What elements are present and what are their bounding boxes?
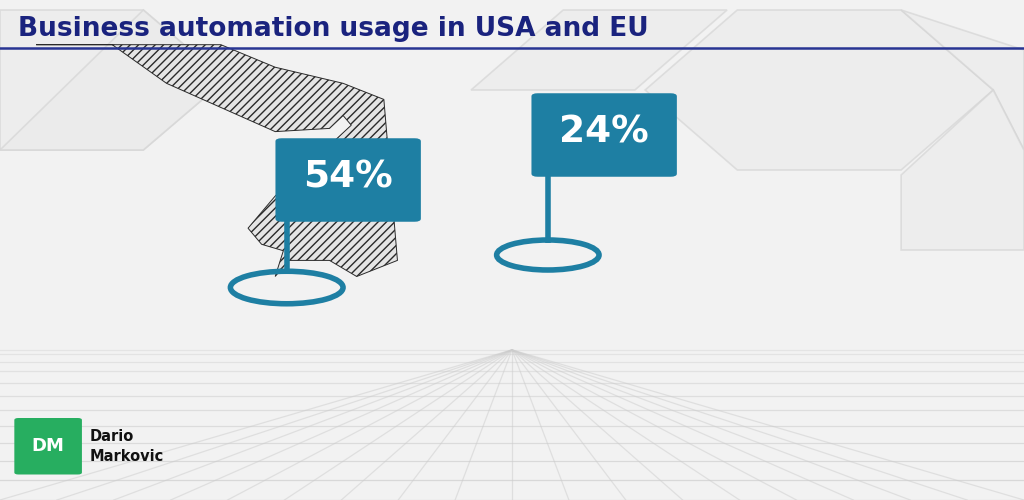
Polygon shape [901,90,1024,250]
FancyBboxPatch shape [275,138,421,222]
Polygon shape [36,44,397,276]
FancyBboxPatch shape [14,418,82,474]
Polygon shape [901,10,1024,150]
Polygon shape [0,10,225,150]
Text: Business automation usage in USA and EU: Business automation usage in USA and EU [18,16,649,42]
Polygon shape [0,10,225,150]
Text: 24%: 24% [559,114,649,150]
Text: Dario
Markovic: Dario Markovic [90,429,165,464]
FancyBboxPatch shape [531,93,677,177]
Polygon shape [645,10,993,170]
Polygon shape [471,10,727,90]
Text: DM: DM [32,437,65,455]
Text: 54%: 54% [303,160,393,196]
